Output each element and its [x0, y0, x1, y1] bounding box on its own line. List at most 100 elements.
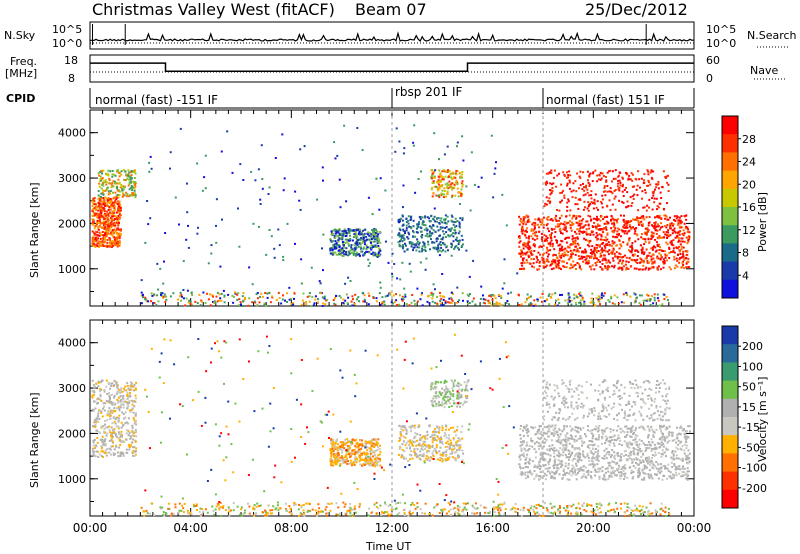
range-cell — [541, 300, 543, 303]
range-cell — [582, 182, 584, 185]
range-cell — [117, 396, 120, 399]
range-cell — [360, 250, 363, 253]
range-cell — [366, 446, 369, 449]
range-cell — [585, 220, 588, 223]
range-cell — [108, 228, 111, 231]
range-cell — [558, 249, 561, 252]
range-cell — [363, 462, 366, 465]
range-cell — [355, 438, 358, 441]
range-cell — [450, 242, 453, 245]
range-cell — [436, 248, 439, 251]
range-cell — [104, 419, 107, 422]
range-cell — [630, 219, 633, 222]
range-cell — [373, 461, 376, 464]
range-cell — [590, 297, 593, 300]
range-cell — [623, 224, 626, 227]
range-cell — [345, 293, 348, 296]
range-cell — [439, 228, 442, 231]
range-cell — [519, 219, 522, 222]
range-cell — [608, 199, 611, 202]
range-cell — [645, 293, 648, 296]
range-cell — [125, 448, 128, 451]
range-cell — [114, 453, 116, 455]
range-cell — [625, 293, 628, 295]
range-cell — [598, 296, 601, 299]
range-cell — [124, 385, 127, 388]
range-cell — [469, 209, 472, 212]
station-title: Christmas Valley West (fitACF) — [92, 0, 335, 19]
range-cell — [546, 239, 549, 242]
range-cell — [120, 441, 123, 444]
range-cell — [101, 244, 104, 247]
range-cell — [169, 167, 171, 170]
range-cell — [439, 234, 442, 237]
range-cell — [341, 445, 344, 448]
range-cell — [394, 150, 397, 153]
range-cell — [465, 249, 468, 252]
range-cell — [653, 299, 656, 302]
range-cell — [677, 223, 679, 226]
range-cell — [659, 246, 661, 249]
range-cell — [431, 439, 434, 441]
range-cell — [118, 414, 121, 417]
range-cell — [336, 230, 339, 233]
range-cell — [526, 221, 529, 224]
range-cell — [430, 293, 433, 296]
range-cell — [685, 262, 688, 265]
range-cell — [128, 431, 131, 434]
range-cell — [365, 461, 368, 464]
range-cell — [119, 434, 122, 437]
range-cell — [667, 229, 670, 232]
range-cell — [390, 301, 393, 304]
range-cell — [373, 245, 376, 248]
range-cell — [442, 249, 444, 252]
range-cell — [409, 450, 412, 453]
range-cell — [374, 235, 377, 237]
range-cell — [558, 229, 561, 232]
range-cell — [495, 303, 498, 306]
range-cell — [545, 238, 548, 241]
range-cell — [379, 231, 381, 233]
range-cell — [316, 301, 319, 304]
range-cell — [620, 235, 622, 238]
range-cell — [351, 229, 354, 232]
range-cell — [540, 245, 543, 248]
range-cell — [361, 241, 364, 244]
range-cell — [403, 250, 406, 253]
range-cell — [545, 251, 548, 254]
range-cell — [592, 250, 595, 252]
range-cell — [120, 426, 123, 429]
range-cell — [606, 238, 609, 241]
freq-hi-tick: 18 — [64, 54, 78, 67]
range-cell — [99, 388, 102, 391]
range-cell — [455, 173, 458, 176]
range-cell — [424, 248, 426, 251]
range-cell — [336, 456, 339, 458]
range-cell — [353, 464, 356, 466]
range-cell — [525, 229, 528, 232]
range-cell — [449, 446, 452, 449]
range-cell — [103, 227, 106, 230]
range-cell — [127, 195, 130, 198]
range-cell — [679, 219, 682, 222]
range-cell — [439, 219, 442, 222]
range-cell — [399, 438, 402, 441]
range-cell — [339, 296, 342, 299]
range-cell — [109, 192, 112, 195]
range-cell — [100, 214, 103, 217]
range-cell — [653, 293, 656, 296]
range-cell — [521, 264, 524, 267]
range-cell — [344, 459, 347, 462]
range-cell — [674, 231, 677, 234]
range-cell — [114, 218, 117, 220]
range-cell — [568, 179, 571, 182]
range-cell — [134, 172, 137, 175]
range-cell — [403, 147, 406, 150]
range-cell — [661, 185, 664, 188]
range-cell — [100, 412, 103, 414]
range-cell — [518, 235, 521, 237]
range-cell — [424, 246, 427, 248]
range-cell — [520, 255, 522, 258]
range-cell — [421, 216, 424, 219]
range-cell — [310, 266, 313, 269]
